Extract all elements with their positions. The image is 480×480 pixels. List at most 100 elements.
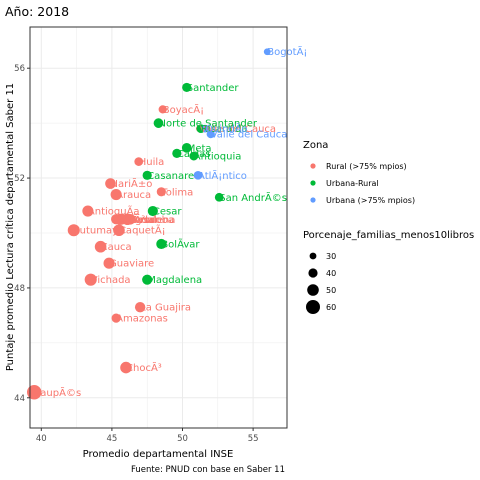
data-points bbox=[26, 48, 271, 400]
size-legend-key bbox=[308, 268, 318, 278]
data-point-label: La Guajira bbox=[140, 303, 191, 314]
data-point bbox=[263, 48, 271, 56]
y-tick-label: 52 bbox=[14, 174, 25, 184]
data-point-label: San AndrÃ©s bbox=[219, 191, 287, 204]
size-legend-label: 40 bbox=[326, 269, 336, 278]
color-legend-label: Urbana (>75% mpios) bbox=[326, 196, 415, 205]
data-point-label: Valle del Cauca bbox=[199, 124, 276, 135]
data-point-label: Cesar bbox=[130, 215, 159, 226]
data-point bbox=[103, 257, 115, 269]
data-point-label: Huila bbox=[139, 157, 165, 168]
data-point bbox=[84, 273, 97, 286]
data-point-label: NariÃ±o bbox=[110, 177, 152, 190]
data-point bbox=[201, 124, 209, 133]
data-point-label: Sucre bbox=[122, 215, 150, 226]
data-point-label: Magdalena bbox=[147, 275, 202, 286]
data-point bbox=[134, 157, 144, 166]
data-point-label: Putumayo bbox=[74, 226, 124, 237]
data-point bbox=[124, 213, 136, 225]
data-point bbox=[26, 385, 42, 400]
x-tick-label: 50 bbox=[177, 434, 188, 444]
x-tick-label: 55 bbox=[248, 434, 259, 444]
data-point bbox=[134, 301, 146, 313]
size-legend-key bbox=[306, 300, 320, 314]
size-legend-title: Porcenaje_familias_menos10libros bbox=[303, 230, 474, 241]
size-legend-key bbox=[307, 284, 319, 296]
data-point bbox=[156, 238, 167, 250]
data-point bbox=[214, 192, 224, 202]
y-tick-label: 48 bbox=[14, 284, 25, 294]
color-legend: Zona Rural (>75% mpios) Urbana-Rural Urban… bbox=[303, 140, 415, 205]
data-point-label: BolÃ­var bbox=[116, 213, 155, 226]
data-point bbox=[156, 187, 166, 197]
color-legend-label: Rural (>75% mpios) bbox=[326, 162, 407, 171]
data-point bbox=[114, 213, 126, 225]
x-tick-label: 45 bbox=[106, 434, 117, 444]
data-point bbox=[182, 82, 192, 93]
color-legend-key bbox=[310, 197, 316, 203]
data-point bbox=[67, 224, 80, 237]
data-point bbox=[110, 188, 122, 201]
plot-border bbox=[29, 26, 288, 429]
data-point-label: QuindÃ­o bbox=[205, 122, 247, 135]
color-legend-label: Urbana-Rural bbox=[326, 179, 379, 188]
size-legend-key bbox=[309, 252, 317, 260]
data-point-label: Antioquia bbox=[194, 152, 242, 163]
data-point bbox=[142, 274, 153, 285]
data-point-label: Santander bbox=[187, 83, 240, 94]
y-tick-label: 56 bbox=[14, 64, 25, 74]
data-point bbox=[120, 361, 132, 374]
data-point-label: Cauca bbox=[101, 242, 132, 253]
data-point bbox=[94, 240, 107, 253]
data-point-label: Magdalena bbox=[120, 215, 175, 226]
data-point-label: Arauca bbox=[116, 190, 151, 201]
data-point-label: Casanare bbox=[147, 171, 194, 182]
data-point-label: VaupÃ©s bbox=[34, 386, 81, 399]
color-legend-items: Rural (>75% mpios) Urbana-Rural Urbana (>7… bbox=[310, 162, 415, 205]
x-tick-label: 40 bbox=[36, 434, 47, 444]
data-point-label: CaquetÃ¡ bbox=[119, 224, 166, 237]
color-legend-key bbox=[310, 180, 316, 186]
data-point bbox=[172, 148, 182, 158]
data-point bbox=[113, 224, 125, 237]
data-point-label: Guaviare bbox=[109, 259, 154, 270]
data-point bbox=[142, 170, 152, 180]
data-point-label: CÃ³rdoba bbox=[127, 213, 174, 226]
size-legend-label: 50 bbox=[326, 286, 336, 295]
data-point-label: Risaralda bbox=[201, 124, 248, 135]
data-point-label: Cesar bbox=[153, 207, 182, 218]
data-point-label: Amazonas bbox=[116, 314, 168, 325]
chart-title: Año: 2018 bbox=[5, 4, 69, 19]
data-point bbox=[153, 118, 164, 128]
data-point-label: BoyacÃ¡ bbox=[163, 103, 204, 116]
data-point bbox=[189, 151, 199, 161]
data-point bbox=[105, 178, 116, 189]
grid-lines bbox=[30, 27, 287, 428]
data-point-label: Vichada bbox=[91, 275, 131, 286]
data-point bbox=[111, 313, 121, 323]
color-legend-key bbox=[310, 163, 316, 169]
x-axis-title: Promedio departamental INSE bbox=[83, 449, 234, 460]
data-point-label: BolÃ­var bbox=[161, 237, 200, 250]
y-tick-label: 44 bbox=[14, 394, 25, 404]
y-axis-title: Puntaje promedio Lectura crítica departa… bbox=[4, 83, 16, 371]
data-point bbox=[193, 170, 203, 180]
data-point-label: AtlÃ¡ntico bbox=[198, 169, 247, 182]
data-point-label: AntioquÃ­a bbox=[88, 205, 140, 218]
data-point-label: Meta bbox=[187, 143, 212, 154]
data-point-label: ChocÃ³ bbox=[126, 361, 162, 374]
y-axis-ticks: 44 48 52 56 bbox=[14, 64, 30, 404]
data-point-label: Norte de Santander bbox=[159, 119, 258, 130]
size-legend: Porcenaje_familias_menos10libros 30 40 50 6… bbox=[303, 230, 474, 314]
data-point bbox=[181, 143, 192, 153]
size-legend-items: 30 40 50 60 bbox=[306, 252, 336, 314]
data-point-label: Tolima bbox=[160, 187, 193, 198]
data-point bbox=[82, 205, 94, 217]
data-point bbox=[158, 105, 167, 114]
size-legend-label: 30 bbox=[326, 252, 336, 261]
data-point bbox=[147, 205, 158, 217]
size-legend-label: 60 bbox=[326, 303, 336, 312]
